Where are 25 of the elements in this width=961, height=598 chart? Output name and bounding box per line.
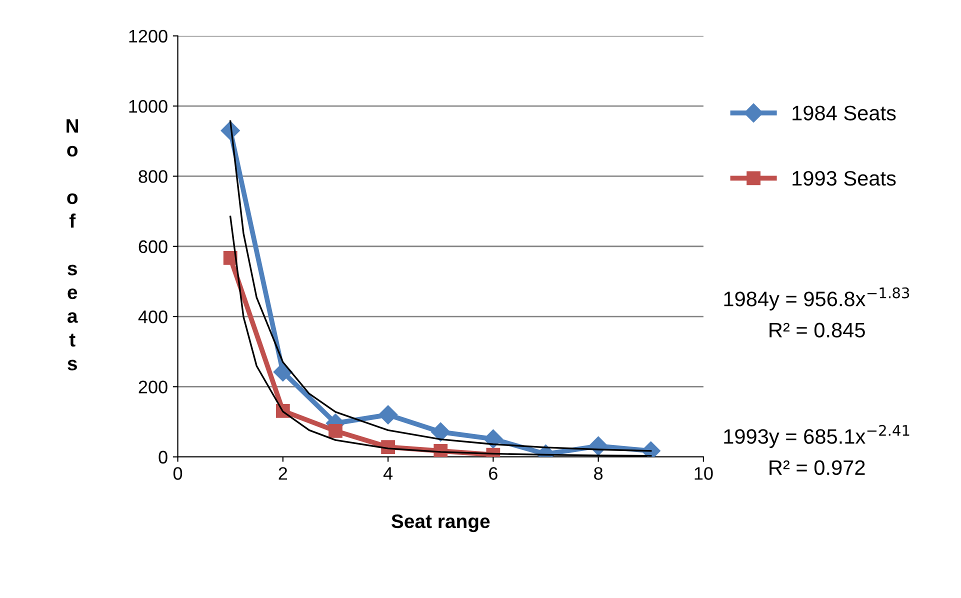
legend-label: 1993 Seats	[792, 170, 896, 186]
x-tick-label: 10	[694, 467, 713, 480]
x-tick-label: 6	[489, 467, 498, 480]
x-tick-label: 4	[383, 467, 393, 480]
y-tick-label: 200	[138, 380, 168, 394]
text: 1993y = 685.1x$^{−2.41}$	[724, 424, 910, 448]
y-tick-label: 1000	[129, 100, 168, 113]
y-tick-label: 400	[138, 310, 168, 324]
y-tick-label: 600	[138, 240, 168, 254]
text: R² = 0.972	[770, 460, 865, 476]
text: No of seats	[66, 119, 78, 370]
point	[484, 429, 503, 449]
y-tick-label: 800	[138, 170, 168, 183]
point	[378, 405, 398, 424]
y-tick-label: 0	[158, 450, 168, 464]
text: R² = 0.845	[770, 322, 865, 338]
x-tick-label: 0	[173, 467, 182, 480]
point	[431, 422, 450, 442]
y-tick-label: 1200	[129, 30, 168, 43]
text: 1984y = 956.8x$^{−1.83}$	[724, 287, 910, 310]
x-axis-title: Seat range	[391, 514, 490, 532]
legend-label: 1984 Seats	[792, 106, 896, 120]
x-tick-label: 2	[278, 467, 288, 480]
point	[328, 424, 342, 438]
x-tick-label: 8	[594, 467, 603, 480]
